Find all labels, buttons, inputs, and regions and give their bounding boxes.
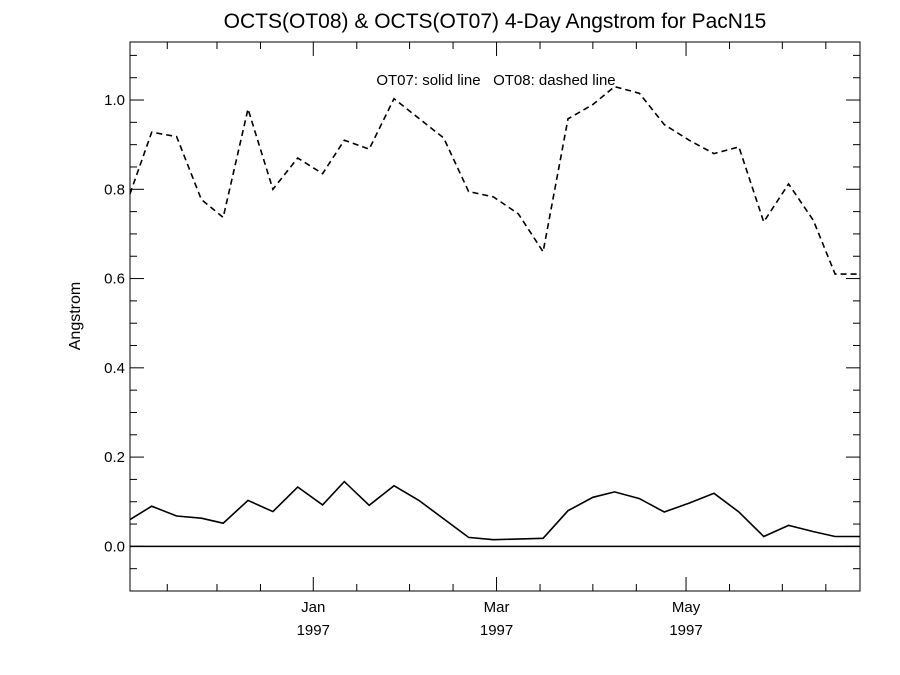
series-layer — [129, 85, 860, 541]
y-axis-label: Angstrom — [67, 282, 84, 350]
y-tick-label: 0.4 — [104, 360, 125, 377]
plot-frame — [129, 41, 861, 592]
y-tick-label: 0.6 — [104, 271, 125, 288]
series-annotation: OT07: solid line OT08: dashed line — [376, 72, 615, 89]
y-tick-label: 0.2 — [104, 449, 125, 466]
y-tick-label: 0.8 — [104, 181, 125, 198]
y-tick-label: 1.0 — [104, 92, 125, 109]
x-tick-label: May — [672, 599, 701, 616]
x-tick-sublabel: 1997 — [669, 622, 702, 639]
series-line-ot07 — [129, 480, 860, 541]
x-tick-label: Jan — [301, 599, 325, 616]
x-tick-sublabel: 1997 — [480, 622, 513, 639]
y-tick-label: 0.0 — [104, 538, 125, 555]
plot-axes: 0.0 0.2 0.4 0.6 0.8 1.0 Jan 1997 Mar 1997 May 1997 — [104, 42, 860, 639]
series-line-ot08 — [129, 85, 860, 275]
chart-title: OCTS(OT08) & OCTS(OT07) 4-Day Angstrom f… — [224, 10, 767, 33]
x-tick-sublabel: 1997 — [297, 622, 330, 639]
x-tick-label: Mar — [484, 599, 510, 616]
